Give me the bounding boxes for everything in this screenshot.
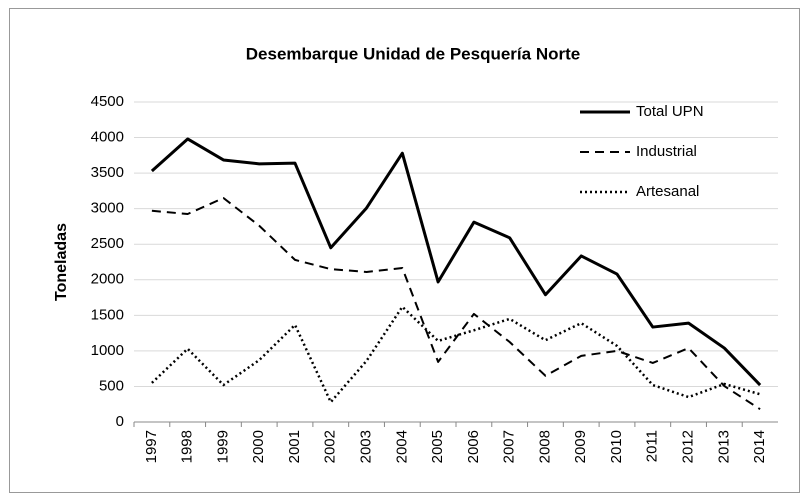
y-tick-label: 4000 [91,129,124,146]
x-tick-label: 1998 [179,430,196,463]
x-tick-label: 2002 [322,430,339,463]
series-line [150,137,762,387]
x-tick-label: 2006 [465,430,482,463]
y-tick-label: 1500 [91,306,124,323]
x-tick-label: 2010 [608,430,625,463]
y-tick-label: 2500 [91,235,124,252]
chart-title: Desembarque Unidad de Pesquería Norte [246,44,580,63]
x-tick-label: 2003 [358,430,375,463]
x-tick-label: 2009 [572,430,589,463]
x-tick-label: 2012 [680,430,697,463]
x-tick-label: 2013 [715,430,732,463]
x-tick-label: 1997 [143,430,160,463]
legend-label: Artesanal [636,183,699,200]
y-tick-label: 1000 [91,342,124,359]
x-tick-label: 1999 [214,430,231,463]
y-axis-label: Toneladas [53,223,70,301]
x-tick-label: 2000 [250,430,267,463]
x-tick-label: 2004 [393,430,410,463]
y-tick-label: 3500 [91,164,124,181]
chart-border [9,8,800,493]
y-tick-label: 4500 [91,93,124,110]
x-tick-label: 2011 [644,430,661,462]
x-tick-label: 2005 [429,430,446,463]
x-tick-label: 2001 [286,430,303,463]
series-line [151,305,761,404]
y-tick-label: 0 [116,413,124,430]
y-tick-label: 3000 [91,200,124,217]
series-line [151,197,761,411]
x-tick-label: 2008 [536,430,553,463]
y-tick-label: 500 [99,377,124,394]
legend-label: Industrial [636,143,697,160]
y-tick-label: 2000 [91,271,124,288]
x-tick-label: 2014 [751,430,768,463]
legend-label: Total UPN [636,103,704,120]
x-tick-label: 2007 [501,430,518,463]
